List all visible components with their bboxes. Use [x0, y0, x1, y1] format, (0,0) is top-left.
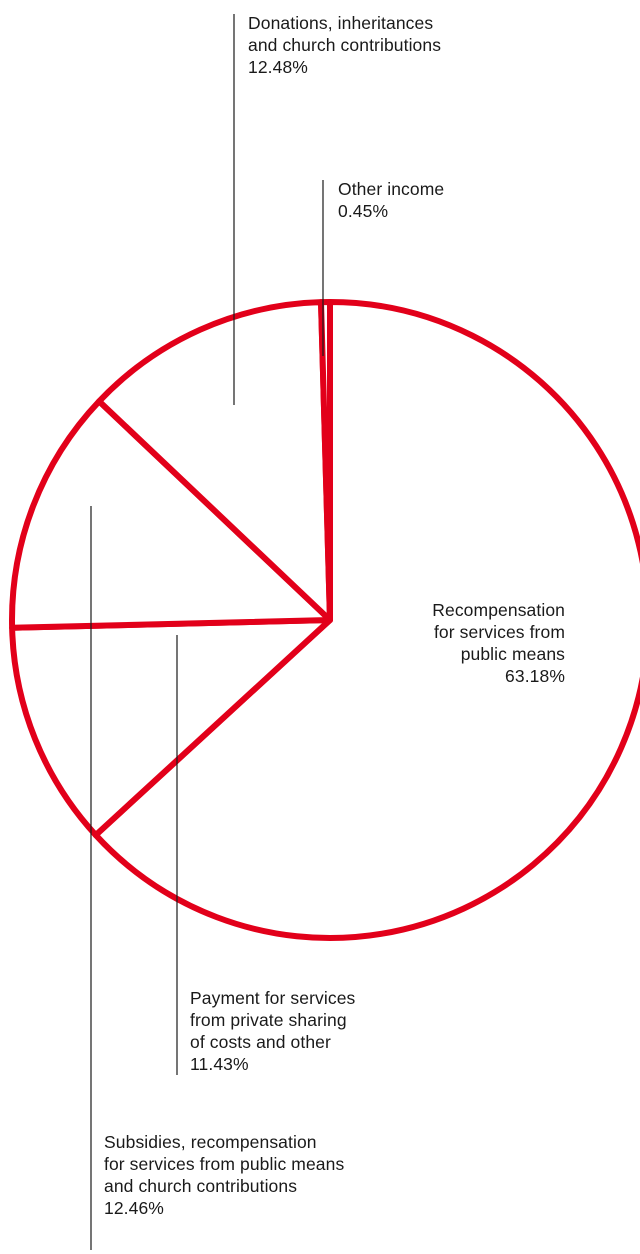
label-recompensation: Recompensation for services from public … — [432, 599, 565, 687]
label-value: 12.48% — [248, 57, 308, 77]
leader-lines — [90, 14, 324, 1250]
label-value: 0.45% — [338, 201, 389, 221]
label-other-income: Other income 0.45% — [338, 178, 444, 222]
label-value: 63.18% — [505, 666, 565, 686]
slice-other-income — [318, 299, 333, 623]
label-line: Subsidies, recompensation — [104, 1132, 317, 1152]
label-line: public means — [460, 644, 565, 664]
label-donations: Donations, inheritances and church contr… — [248, 12, 441, 78]
label-line: for services from public means — [104, 1154, 345, 1174]
slice-recompensation — [92, 299, 640, 941]
label-line: and church contributions — [248, 35, 442, 55]
label-line: Donations, inheritances — [248, 13, 434, 33]
label-value: 11.43% — [190, 1054, 249, 1074]
label-subsidies: Subsidies, recompensation for services f… — [104, 1131, 344, 1219]
label-line: Payment for services — [190, 988, 356, 1008]
label-payment-private: Payment for services from private sharin… — [190, 987, 355, 1075]
label-line: for services from — [433, 622, 565, 642]
label-line: and church contributions — [104, 1176, 298, 1196]
label-value: 12.46% — [104, 1198, 164, 1218]
label-line: of costs and other — [190, 1032, 331, 1052]
slice-donations — [96, 299, 333, 623]
label-line: from private sharing — [190, 1010, 347, 1030]
label-line: Other income — [338, 179, 445, 199]
label-line: Recompensation — [432, 600, 565, 620]
